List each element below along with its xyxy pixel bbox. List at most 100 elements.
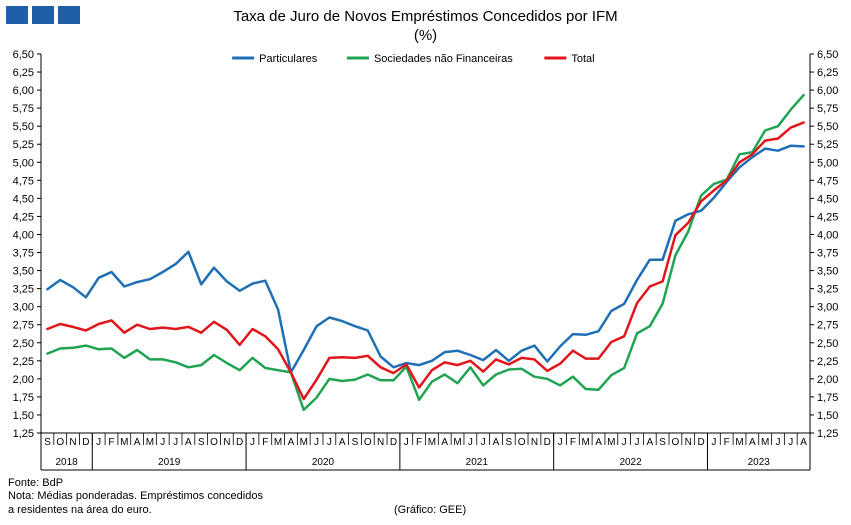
y-tick-label-right: 4,00: [817, 229, 838, 241]
x-month-label: A: [185, 437, 192, 448]
chart-credit: (Gráfico: GEE): [394, 504, 467, 516]
x-month-label: O: [210, 437, 218, 448]
x-month-label: J: [327, 437, 332, 448]
y-tick-label-left: 2,00: [13, 374, 34, 386]
x-month-label: A: [134, 437, 141, 448]
series-line: [46, 93, 805, 412]
x-month-label: O: [364, 437, 372, 448]
y-tick-label-left: 2,50: [13, 338, 34, 350]
y-tick-label-right: 5,50: [817, 121, 838, 133]
x-month-label: J: [173, 437, 178, 448]
x-month-label: N: [223, 437, 230, 448]
x-month-label: A: [493, 437, 500, 448]
x-month-label: J: [468, 437, 473, 448]
x-month-label: J: [634, 437, 639, 448]
y-tick-label-left: 3,00: [13, 302, 34, 314]
x-month-label: F: [416, 437, 422, 448]
y-tick-label-left: 6,00: [13, 85, 34, 97]
x-month-label: M: [428, 437, 436, 448]
x-month-label: N: [685, 437, 692, 448]
x-month-label: D: [82, 437, 89, 448]
x-month-label: N: [531, 437, 538, 448]
y-tick-label-left: 2,75: [13, 320, 34, 332]
x-month-label: F: [108, 437, 114, 448]
x-month-label: J: [788, 437, 793, 448]
y-tick-label-right: 2,25: [817, 356, 838, 368]
y-tick-label-right: 2,00: [817, 374, 838, 386]
chart-title: Taxa de Juro de Novos Empréstimos Conced…: [233, 8, 618, 25]
y-tick-label-left: 3,75: [13, 248, 34, 260]
logo-block: [58, 6, 80, 24]
y-tick-label-right: 4,50: [817, 193, 838, 205]
x-year-label: 2018: [56, 457, 79, 468]
x-month-label: J: [250, 437, 255, 448]
y-tick-label-left: 6,50: [13, 49, 34, 61]
x-month-label: J: [314, 437, 319, 448]
x-month-label: S: [352, 437, 359, 448]
y-tick-label-right: 1,75: [817, 392, 838, 404]
x-month-label: M: [453, 437, 461, 448]
x-month-label: F: [570, 437, 576, 448]
y-tick-label-left: 4,50: [13, 193, 34, 205]
y-tick-label-left: 5,50: [13, 121, 34, 133]
x-month-label: J: [775, 437, 780, 448]
x-month-label: F: [724, 437, 730, 448]
x-month-label: A: [288, 437, 295, 448]
y-tick-label-right: 6,00: [817, 85, 838, 97]
x-year-label: 2023: [748, 457, 771, 468]
y-tick-label-left: 5,25: [13, 139, 34, 151]
x-month-label: A: [646, 437, 653, 448]
series-line: [46, 121, 805, 401]
y-tick-label-right: 2,50: [817, 338, 838, 350]
methodology-note-line1: Nota: Médias ponderadas. Empréstimos con…: [8, 490, 263, 502]
x-month-label: J: [481, 437, 486, 448]
x-month-label: S: [659, 437, 666, 448]
x-month-label: D: [544, 437, 551, 448]
x-month-label: D: [236, 437, 243, 448]
logo-block: [6, 6, 28, 24]
x-month-label: J: [96, 437, 101, 448]
x-month-label: O: [56, 437, 64, 448]
series-line: [46, 144, 805, 374]
x-month-label: A: [441, 437, 448, 448]
x-month-label: M: [735, 437, 743, 448]
x-month-label: A: [800, 437, 807, 448]
x-month-label: O: [672, 437, 680, 448]
x-month-label: N: [69, 437, 76, 448]
x-month-label: O: [518, 437, 526, 448]
y-tick-label-right: 6,50: [817, 49, 838, 61]
y-tick-label-right: 1,25: [817, 428, 838, 440]
x-month-label: J: [404, 437, 409, 448]
x-month-label: S: [198, 437, 205, 448]
y-tick-label-right: 3,25: [817, 284, 838, 296]
y-tick-label-right: 1,50: [817, 410, 838, 422]
y-tick-label-right: 5,00: [817, 157, 838, 169]
y-tick-label-left: 6,25: [13, 67, 34, 79]
x-month-label: M: [146, 437, 154, 448]
y-tick-label-right: 6,25: [817, 67, 838, 79]
gee-logo: [6, 6, 80, 24]
y-tick-label-left: 4,75: [13, 175, 34, 187]
x-month-label: A: [595, 437, 602, 448]
x-year-label: 2020: [312, 457, 335, 468]
y-tick-label-left: 4,00: [13, 229, 34, 241]
y-tick-label-left: 1,75: [13, 392, 34, 404]
y-tick-label-left: 5,75: [13, 103, 34, 115]
methodology-note-line2: a residentes na área do euro.: [8, 504, 152, 516]
x-month-label: A: [749, 437, 756, 448]
y-tick-label-right: 3,50: [817, 266, 838, 278]
x-month-label: M: [761, 437, 769, 448]
x-year-label: 2022: [619, 457, 642, 468]
y-tick-label-right: 3,00: [817, 302, 838, 314]
y-tick-label-left: 3,25: [13, 284, 34, 296]
x-month-label: D: [697, 437, 704, 448]
x-month-label: S: [505, 437, 512, 448]
y-tick-label-left: 5,00: [13, 157, 34, 169]
y-tick-label-right: 4,75: [817, 175, 838, 187]
x-month-label: M: [120, 437, 128, 448]
x-month-label: J: [622, 437, 627, 448]
y-tick-label-left: 2,25: [13, 356, 34, 368]
x-month-label: M: [274, 437, 282, 448]
y-tick-label-left: 4,25: [13, 211, 34, 223]
